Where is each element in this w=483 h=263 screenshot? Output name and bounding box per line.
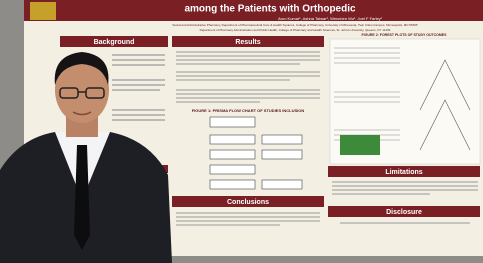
poster-title: among the Patients with Orthopedic [184,4,356,15]
section-title: Background [94,39,135,46]
section-title: Disclosure [386,209,422,216]
figure-caption: FIGURE 1: PRISMA FLOW CHART OF STUDIES I… [192,108,305,113]
figure-caption: FIGURE 2: FOREST PLOTS OF STUDY OUTCOMES [362,33,448,37]
affiliation: Department of Pharmacy Administration an… [200,28,391,32]
section-title: Conclusions [227,199,269,206]
authors: Arun Kumar¹, Ashna Talwar¹, Wenchen Wu¹,… [278,16,383,21]
section-title: Results [235,39,260,46]
section-title: Limitations [385,169,422,176]
plot-block [340,135,380,155]
photo: among the Patients with Orthopedic Arun … [0,0,483,263]
affiliation: Social and Administrative Pharmacy, Depa… [172,23,418,27]
logo [30,2,56,20]
